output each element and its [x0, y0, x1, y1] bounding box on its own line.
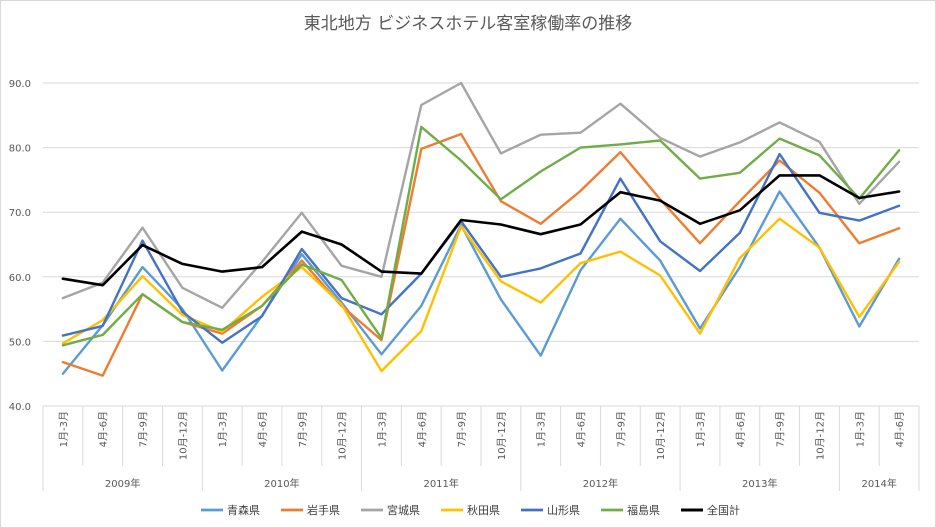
y-tick-label: 80.0 [9, 144, 31, 155]
x-tick-label: 4月-6月 [735, 411, 747, 447]
year-label: 2012年 [583, 477, 618, 490]
x-tick-label: 7月-9月 [138, 411, 150, 447]
year-label: 2009年 [105, 477, 140, 490]
legend-item-3[interactable]: 宮城県 [361, 503, 420, 517]
x-tick-label: 1月-3月 [695, 411, 707, 447]
series-line-5 [61, 152, 901, 344]
year-label: 2013年 [742, 477, 777, 490]
x-tick-label: 4月-6月 [894, 411, 906, 447]
chart-title: 東北地方 ビジネスホテル客室稼働率の推移 [304, 14, 632, 34]
x-tick-label: 10月-12月 [337, 411, 349, 460]
legend-label: 岩手県 [307, 503, 340, 517]
y-tick-label: 90.0 [9, 79, 31, 90]
legend-item-5[interactable]: 山形県 [521, 504, 580, 517]
series-line-4 [61, 217, 901, 373]
x-tick-label: 10月-12月 [814, 411, 826, 460]
legend-label: 全国計 [707, 503, 740, 517]
x-tick-label: 10月-12月 [496, 411, 508, 460]
x-tick-label: 1月-3月 [536, 411, 548, 447]
x-tick-label: 10月-12月 [655, 411, 667, 460]
x-tick-label: 4月-6月 [257, 411, 269, 447]
legend-label: 秋田県 [467, 503, 500, 517]
y-tick-label: 50.0 [9, 337, 31, 348]
y-axis: 40.0 50.0 60.0 70.0 80.0 90.0 [9, 79, 31, 413]
legend-label: 福島県 [627, 503, 660, 517]
x-tick-label: 7月-9月 [615, 411, 627, 447]
x-axis: 1月-3月 4月-6月 7月-9月 10月-12月 2009年 1月-3月 4月-6月 7月-… [42, 406, 920, 491]
x-tick-label: 7月-9月 [297, 411, 309, 447]
y-tick-label: 70.0 [9, 208, 31, 219]
x-tick-label: 7月-9月 [775, 411, 787, 447]
gridlines [43, 82, 919, 407]
legend-label: 宮城県 [387, 503, 420, 517]
legend-item-7[interactable]: 全国計 [681, 503, 740, 517]
year-label: 2010年 [264, 477, 299, 490]
x-tick-label: 4月-6月 [98, 411, 110, 447]
x-tick-label: 7月-9月 [456, 411, 468, 447]
x-tick-label: 1月-3月 [58, 411, 70, 447]
series-lines [61, 81, 901, 377]
legend-item-4[interactable]: 秋田県 [441, 503, 500, 517]
legend-item-1[interactable]: 青森県 [201, 503, 260, 517]
legend-label: 山形県 [547, 504, 580, 517]
series-line-6 [61, 125, 901, 347]
x-tick-label: 4月-6月 [416, 411, 428, 447]
series-line-7 [61, 174, 901, 287]
x-tick-label: 4月-6月 [576, 411, 588, 447]
x-tick-label: 10月-12月 [177, 411, 189, 460]
x-tick-label: 1月-3月 [854, 411, 866, 447]
series-line-3 [61, 81, 901, 309]
legend-item-6[interactable]: 福島県 [601, 503, 660, 517]
y-tick-label: 60.0 [9, 273, 31, 284]
x-tick-label: 1月-3月 [376, 411, 388, 447]
year-label: 2014年 [861, 477, 896, 490]
series-line-1 [61, 190, 901, 375]
legend-item-2[interactable]: 岩手県 [281, 503, 340, 517]
legend[interactable]: 青森県 岩手県 宮城県 秋田県 山形県 福島県 全国計 [201, 503, 740, 517]
x-tick-label: 1月-3月 [217, 411, 229, 447]
y-tick-label: 40.0 [9, 402, 31, 413]
legend-label: 青森県 [227, 503, 260, 517]
year-label: 2011年 [423, 477, 458, 490]
